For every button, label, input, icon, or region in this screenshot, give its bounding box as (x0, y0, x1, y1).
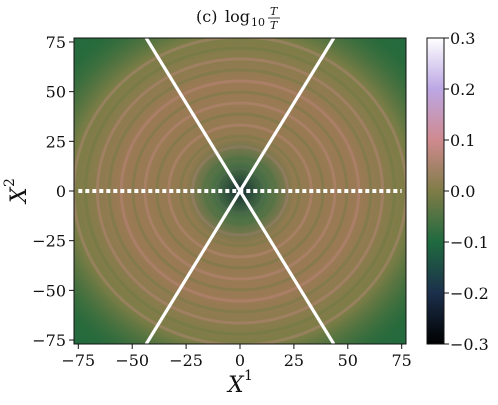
title-function: log (225, 7, 250, 26)
x-tick-label: 75 (392, 351, 412, 370)
y-tick-label: 50 (46, 83, 66, 102)
title-prefix: (c) (196, 7, 217, 26)
y-axis-label-text: X (7, 186, 32, 205)
y-axis-label: X 2 (2, 178, 32, 205)
y-axis-label-superscript: 2 (2, 178, 18, 187)
x-tick-label: 50 (338, 351, 358, 370)
colorbar-tick-label: −0.1 (450, 233, 489, 252)
title-subscript: 10 (251, 16, 265, 29)
x-axis-label: X 1 (226, 368, 253, 398)
overlay-lines (78, 38, 402, 344)
y-tick-label: 75 (46, 33, 66, 52)
x-tick-label: −50 (115, 351, 149, 370)
plot-area (74, 38, 406, 344)
x-tick-label: 25 (284, 351, 304, 370)
colorbar-tick-label: −0.3 (450, 335, 489, 354)
title-numerator: T (270, 5, 279, 18)
colorbar-tick-label: −0.2 (450, 284, 489, 303)
x-axis-label-text: X (226, 373, 245, 398)
colorbar-gradient (427, 38, 444, 344)
y-axis: 75 50 25 0 −25 −50 −75 (32, 33, 74, 350)
chart-title: (c) log 10 T T (196, 5, 280, 32)
title-denominator: T (270, 19, 279, 32)
x-tick-label: −75 (61, 351, 95, 370)
y-tick-label: −50 (32, 281, 66, 300)
y-tick-label: −25 (32, 232, 66, 251)
x-tick-label: 0 (235, 351, 245, 370)
colorbar-tick-label: 0.2 (450, 80, 475, 99)
y-tick-label: −75 (32, 331, 66, 350)
y-tick-label: 0 (56, 182, 66, 201)
colorbar-tick-label: 0.0 (450, 182, 475, 201)
colorbar-tick-label: 0.1 (450, 131, 475, 150)
colorbar-ticks: 0.3 0.2 0.1 0.0 −0.1 −0.2 −0.3 (444, 29, 489, 354)
colorbar-tick-label: 0.3 (450, 29, 475, 48)
y-tick-label: 25 (46, 132, 66, 151)
x-tick-label: −25 (169, 351, 203, 370)
x-axis-label-superscript: 1 (244, 368, 253, 384)
colorbar: 0.3 0.2 0.1 0.0 −0.1 −0.2 −0.3 (426, 29, 489, 354)
x-axis: −75 −50 −25 0 25 50 75 (61, 344, 412, 370)
